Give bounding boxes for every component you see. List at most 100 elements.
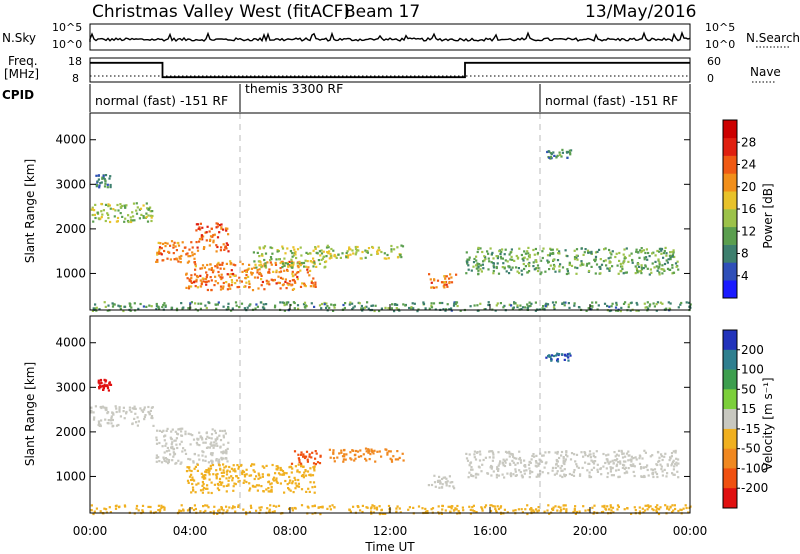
scatter-gate [218,458,221,461]
scatter-gate [127,214,130,217]
scatter-gate [600,473,603,476]
scatter-gate [582,253,585,256]
scatter-gate [90,411,93,414]
scatter-gate [242,470,246,473]
scatter-gate [200,281,203,284]
scatter-gate [92,307,95,310]
scatter-gate [328,306,331,309]
scatter-gate [629,458,632,461]
scatter-gate [102,387,105,390]
scatter-gate [330,303,333,306]
scatter-gate [283,264,286,267]
scatter-gate [321,505,324,508]
scatter-gate [217,301,220,304]
scatter-gate [225,242,228,245]
velocity-data [90,352,692,516]
scatter-gate [103,378,106,381]
scatter-gate [343,306,346,310]
scatter-gate [671,511,674,514]
scatter-gate [226,288,229,291]
scatter-gate [266,507,269,510]
scatter-gate [288,481,291,484]
scatter-gate [655,509,658,512]
scatter-gate [202,280,205,283]
scatter-gate [155,302,158,306]
scatter-gate [199,489,203,492]
scatter-gate [450,309,453,312]
scatter-gate [376,250,379,253]
scatter-gate [490,465,494,468]
scatter-gate [606,304,609,308]
scatter-gate [291,467,294,470]
scatter-gate [276,481,279,484]
scatter-gate [500,250,503,254]
scatter-gate [260,278,263,281]
scatter-gate [225,484,228,487]
scatter-gate [478,263,481,266]
scatter-gate [215,458,218,461]
scatter-gate [498,462,501,465]
scatter-gate [230,309,233,312]
scatter-gate [582,505,585,508]
scatter-gate [650,271,653,274]
scatter-gate [587,509,590,512]
scatter-gate [389,450,392,453]
scatter-gate [584,461,587,464]
scatter-gate [527,252,530,255]
scatter-gate [95,306,98,309]
scatter-gate [111,418,114,422]
scatter-gate [227,233,230,236]
scatter-gate [318,462,322,465]
nave-label: Nave [750,65,781,79]
scatter-gate [323,255,326,258]
scatter-gate [263,466,266,469]
scatter-gate [453,487,456,490]
scatter-gate [158,510,162,513]
scatter-gate [655,265,658,268]
scatter-gate [240,471,244,474]
scatter-gate [602,465,605,468]
scatter-gate [104,179,107,182]
scatter-gate [573,453,576,456]
scatter-gate [180,302,183,305]
scatter-gate [205,471,208,474]
scatter-gate [492,470,495,473]
scatter-gate [193,252,196,256]
scatter-gate [594,251,598,254]
scatter-gate [302,465,305,468]
scatter-gate [210,288,213,292]
scatter-gate [103,185,107,188]
scatter-gate [230,262,233,265]
scatter-gate [616,309,620,312]
scatter-gate [503,459,507,462]
scatter-gate [205,271,208,274]
scatter-gate [666,472,669,475]
scatter-gate [651,454,654,457]
scatter-gate [131,211,134,214]
scatter-gate [322,250,325,253]
scatter-gate [109,220,112,224]
scatter-gate [210,444,213,447]
scatter-gate [161,445,164,448]
scatter-gate [297,482,300,485]
scatter-gate [497,507,501,511]
scatter-gate [109,511,112,514]
scatter-gate [595,263,599,266]
scatter-gate [190,507,193,510]
scatter-gate [272,476,276,479]
scatter-gate [428,273,431,276]
scatter-gate [200,235,203,238]
scatter-gate [558,252,561,255]
scatter-gate [365,305,368,308]
scatter-gate [660,249,663,252]
scatter-gate [559,506,562,509]
scatter-gate [219,249,222,252]
scatter-gate [191,476,194,479]
scatter-gate [225,450,228,453]
scatter-gate [558,456,561,460]
scatter-gate [192,460,195,463]
scatter-gate [248,489,251,492]
scatter-gate [508,272,511,275]
scatter-gate [289,479,292,482]
scatter-gate [172,246,175,249]
